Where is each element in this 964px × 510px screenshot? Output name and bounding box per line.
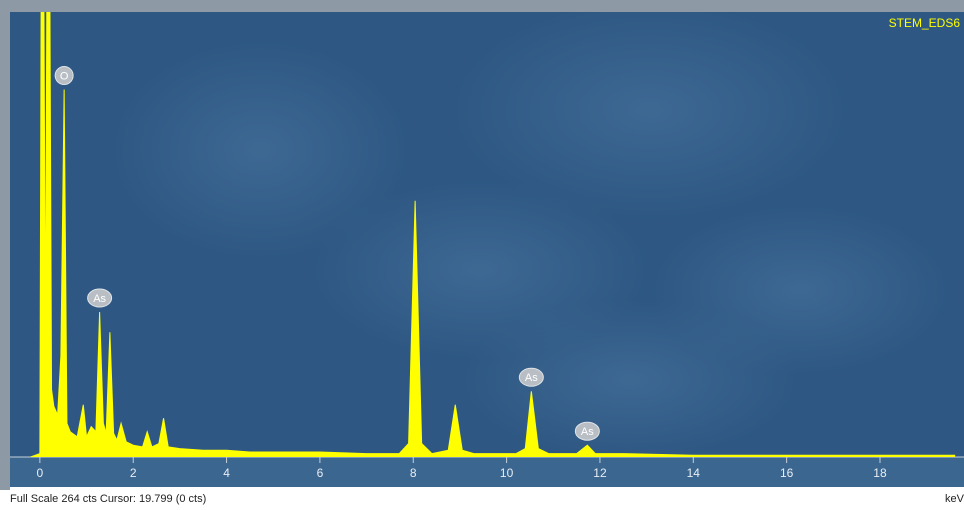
frame-left xyxy=(0,0,10,490)
x-axis-label: keV xyxy=(945,493,964,505)
background-texture xyxy=(110,12,950,457)
axis-strip xyxy=(10,457,964,487)
peak-label: O xyxy=(60,70,69,82)
x-tick-label: 8 xyxy=(410,466,417,480)
x-tick-label: 14 xyxy=(687,466,701,480)
x-tick-label: 0 xyxy=(37,466,44,480)
peak-marker xyxy=(518,367,544,387)
x-tick-label: 10 xyxy=(500,466,514,480)
peak-marker xyxy=(87,288,113,308)
x-tick-label: 2 xyxy=(130,466,137,480)
peak-marker xyxy=(54,66,74,86)
spectrum xyxy=(30,12,956,457)
peak-marker xyxy=(574,421,600,441)
x-tick-label: 4 xyxy=(223,466,230,480)
spectrum-name: STEM_EDS6 xyxy=(889,16,961,30)
x-tick-label: 16 xyxy=(780,466,794,480)
status-bar: Full Scale 264 cts Cursor: 19.799 (0 cts… xyxy=(10,493,206,505)
peak-label: As xyxy=(93,293,106,305)
x-tick-label: 6 xyxy=(317,466,324,480)
plot xyxy=(30,12,956,457)
peak-label: As xyxy=(525,372,538,384)
x-tick-label: 18 xyxy=(873,466,887,480)
x-tick-label: 12 xyxy=(593,466,607,480)
frame-top xyxy=(0,0,964,12)
peak-label: As xyxy=(581,426,594,438)
